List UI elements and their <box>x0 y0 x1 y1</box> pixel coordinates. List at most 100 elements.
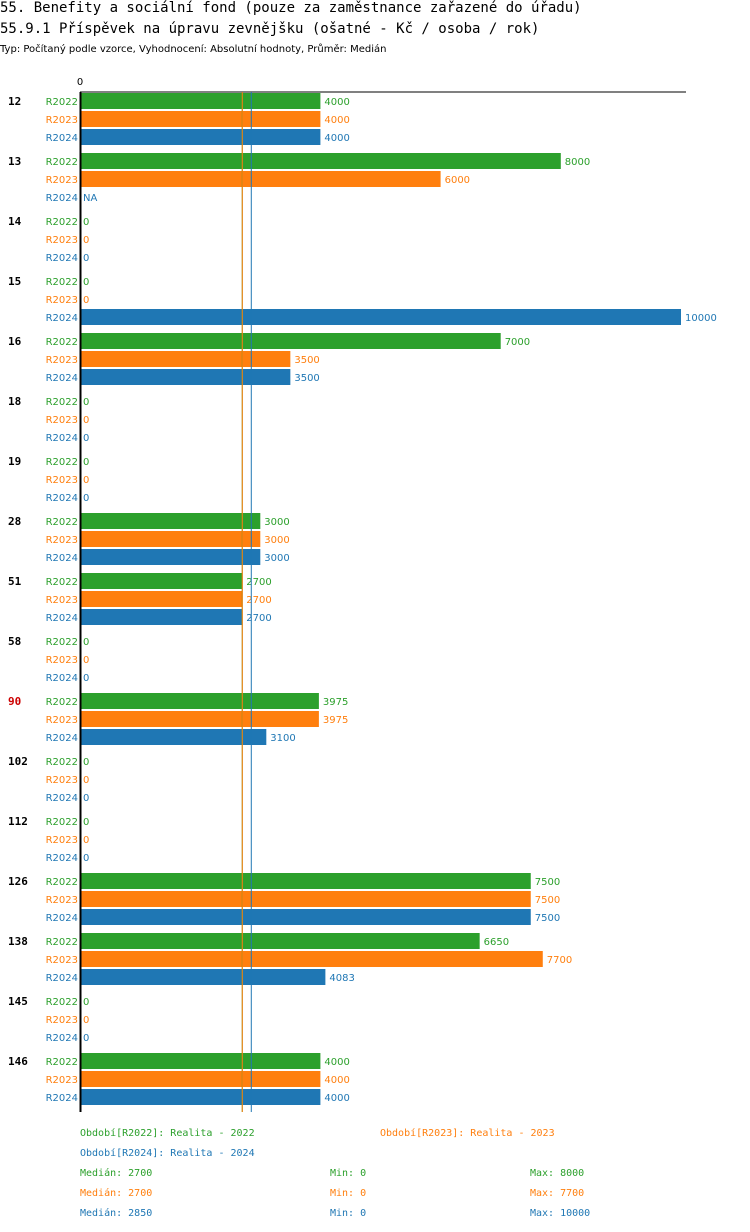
legend-max-r2022: Max: 8000 <box>530 1168 585 1179</box>
bar-51-R2022 <box>80 573 243 589</box>
bar-12-R2023 <box>80 111 321 127</box>
series-label-15-R2022: R2022 <box>46 277 78 288</box>
value-label-146-R2023: 4000 <box>324 1075 349 1086</box>
legend-median-r2023: Medián: 2700 <box>80 1188 153 1199</box>
series-label-90-R2022: R2022 <box>46 697 78 708</box>
series-label-15-R2023: R2023 <box>46 295 78 306</box>
group-label-13: 13 <box>8 155 21 168</box>
series-label-19-R2023: R2023 <box>46 475 78 486</box>
value-label-15-R2023: 0 <box>83 295 89 306</box>
bar-90-R2024 <box>80 729 267 745</box>
series-label-112-R2023: R2023 <box>46 835 78 846</box>
series-label-126-R2023: R2023 <box>46 895 78 906</box>
series-label-138-R2022: R2022 <box>46 937 78 948</box>
legend-max-r2023: Max: 7700 <box>530 1188 585 1199</box>
value-label-58-R2024: 0 <box>83 673 89 684</box>
value-label-12-R2024: 4000 <box>324 133 349 144</box>
value-label-13-R2022: 8000 <box>565 157 590 168</box>
series-label-16-R2023: R2023 <box>46 355 78 366</box>
series-label-51-R2024: R2024 <box>46 613 78 624</box>
series-label-90-R2024: R2024 <box>46 733 78 744</box>
bar-13-R2022 <box>80 153 561 169</box>
series-label-138-R2024: R2024 <box>46 973 78 984</box>
series-label-19-R2024: R2024 <box>46 493 78 504</box>
value-label-112-R2022: 0 <box>83 817 89 828</box>
value-label-145-R2024: 0 <box>83 1033 89 1044</box>
value-label-146-R2022: 4000 <box>324 1057 349 1068</box>
x-tick-label-0: 0 <box>77 77 83 88</box>
bar-90-R2022 <box>80 693 319 709</box>
page-title: 55. Benefity a sociální fond (pouze za z… <box>0 0 582 16</box>
value-label-138-R2022: 6650 <box>484 937 509 948</box>
value-label-58-R2022: 0 <box>83 637 89 648</box>
series-label-14-R2023: R2023 <box>46 235 78 246</box>
value-label-12-R2022: 4000 <box>324 97 349 108</box>
value-label-146-R2024: 4000 <box>324 1093 349 1104</box>
value-label-90-R2024: 3100 <box>270 733 295 744</box>
value-label-13-R2023: 6000 <box>445 175 470 186</box>
series-label-145-R2022: R2022 <box>46 997 78 1008</box>
value-label-90-R2023: 3975 <box>323 715 348 726</box>
bar-146-R2023 <box>80 1071 321 1087</box>
series-label-12-R2022: R2022 <box>46 97 78 108</box>
series-label-102-R2024: R2024 <box>46 793 78 804</box>
series-label-13-R2023: R2023 <box>46 175 78 186</box>
bar-15-R2024 <box>80 309 681 325</box>
group-label-19: 19 <box>8 455 21 468</box>
series-label-12-R2024: R2024 <box>46 133 78 144</box>
series-label-18-R2022: R2022 <box>46 397 78 408</box>
group-label-145: 145 <box>8 995 28 1008</box>
series-label-126-R2024: R2024 <box>46 913 78 924</box>
legend-min-r2024: Min: 0 <box>330 1208 367 1219</box>
series-label-12-R2023: R2023 <box>46 115 78 126</box>
value-label-14-R2024: 0 <box>83 253 89 264</box>
legend-max-r2024: Max: 10000 <box>530 1208 591 1219</box>
series-label-102-R2022: R2022 <box>46 757 78 768</box>
value-label-51-R2023: 2700 <box>246 595 271 606</box>
bar-28-R2024 <box>80 549 261 565</box>
bar-126-R2024 <box>80 909 531 925</box>
series-label-19-R2022: R2022 <box>46 457 78 468</box>
bar-138-R2023 <box>80 951 543 967</box>
value-label-145-R2022: 0 <box>83 997 89 1008</box>
series-label-18-R2024: R2024 <box>46 433 78 444</box>
series-label-28-R2023: R2023 <box>46 535 78 546</box>
bar-126-R2022 <box>80 873 531 889</box>
bar-138-R2024 <box>80 969 326 985</box>
bar-28-R2022 <box>80 513 261 529</box>
bar-28-R2023 <box>80 531 261 547</box>
group-label-15: 15 <box>8 275 21 288</box>
bar-13-R2023 <box>80 171 441 187</box>
series-label-13-R2022: R2022 <box>46 157 78 168</box>
series-label-112-R2024: R2024 <box>46 853 78 864</box>
series-label-102-R2023: R2023 <box>46 775 78 786</box>
value-label-28-R2022: 3000 <box>264 517 289 528</box>
legend-period-r2024: Období[R2024]: Realita - 2024 <box>80 1148 255 1159</box>
value-label-90-R2022: 3975 <box>323 697 348 708</box>
value-label-12-R2023: 4000 <box>324 115 349 126</box>
bar-12-R2024 <box>80 129 321 145</box>
series-label-90-R2023: R2023 <box>46 715 78 726</box>
group-label-126: 126 <box>8 875 28 888</box>
value-label-18-R2023: 0 <box>83 415 89 426</box>
legend-median-r2022: Medián: 2700 <box>80 1168 153 1179</box>
value-label-145-R2023: 0 <box>83 1015 89 1026</box>
series-label-14-R2022: R2022 <box>46 217 78 228</box>
chart-info: Typ: Počítaný podle vzorce, Vyhodnocení:… <box>0 44 387 55</box>
bar-126-R2023 <box>80 891 531 907</box>
series-label-13-R2024: R2024 <box>46 193 78 204</box>
value-label-16-R2022: 7000 <box>505 337 530 348</box>
value-label-102-R2023: 0 <box>83 775 89 786</box>
series-label-146-R2024: R2024 <box>46 1093 78 1104</box>
series-label-58-R2024: R2024 <box>46 673 78 684</box>
series-label-146-R2023: R2023 <box>46 1075 78 1086</box>
series-label-112-R2022: R2022 <box>46 817 78 828</box>
group-label-12: 12 <box>8 95 21 108</box>
value-label-13-R2024: NA <box>83 193 97 204</box>
series-label-18-R2023: R2023 <box>46 415 78 426</box>
series-label-51-R2023: R2023 <box>46 595 78 606</box>
value-label-112-R2024: 0 <box>83 853 89 864</box>
series-label-58-R2023: R2023 <box>46 655 78 666</box>
value-label-14-R2023: 0 <box>83 235 89 246</box>
group-label-102: 102 <box>8 755 28 768</box>
